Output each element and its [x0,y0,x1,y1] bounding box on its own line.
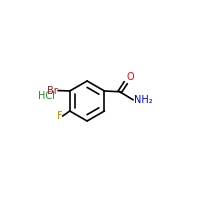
Text: NH₂: NH₂ [134,95,152,105]
Text: O: O [126,72,134,82]
Text: F: F [57,111,62,121]
Text: Br: Br [47,86,58,96]
Text: HCl: HCl [38,91,55,101]
